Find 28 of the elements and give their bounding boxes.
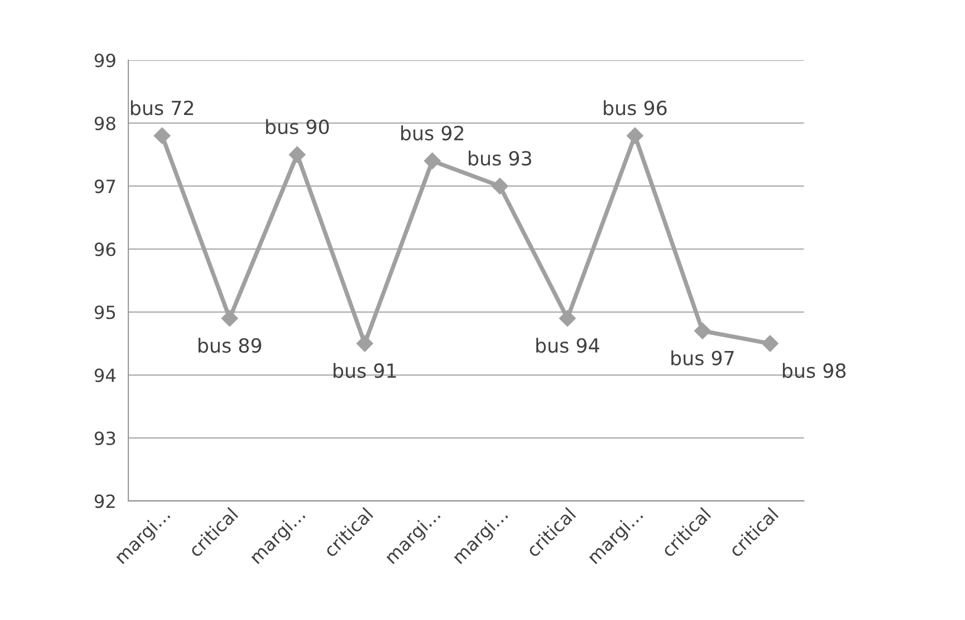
data-label: bus 91 <box>334 362 396 378</box>
data-label: bus 92 <box>401 125 464 140</box>
point <box>221 310 238 327</box>
data-label: bus 72 <box>131 100 194 116</box>
point <box>559 310 576 327</box>
data-label: bus 90 <box>266 119 329 134</box>
y-tick-label: 93 <box>94 431 116 446</box>
data-label: bus 94 <box>536 338 600 353</box>
point <box>154 127 170 144</box>
point <box>491 178 508 194</box>
point <box>424 152 441 170</box>
point <box>356 335 374 352</box>
data-label: bus 98 <box>782 362 846 378</box>
data-label: bus 96 <box>604 100 667 116</box>
y-tick-label: 95 <box>94 305 115 320</box>
point <box>762 335 778 352</box>
data-label: bus 93 <box>468 150 532 166</box>
y-tick-label: 99 <box>94 54 116 68</box>
y-tick-label: 94 <box>94 368 116 382</box>
y-tick-label: 97 <box>94 180 115 194</box>
point <box>626 127 644 144</box>
point <box>288 146 306 163</box>
y-tick-label: 92 <box>94 494 115 508</box>
data-label: bus 97 <box>671 350 734 366</box>
y-tick-label: 98 <box>94 116 116 130</box>
y-tick-label: 96 <box>94 242 116 256</box>
data-label: bus 89 <box>198 338 262 353</box>
point <box>694 322 711 340</box>
